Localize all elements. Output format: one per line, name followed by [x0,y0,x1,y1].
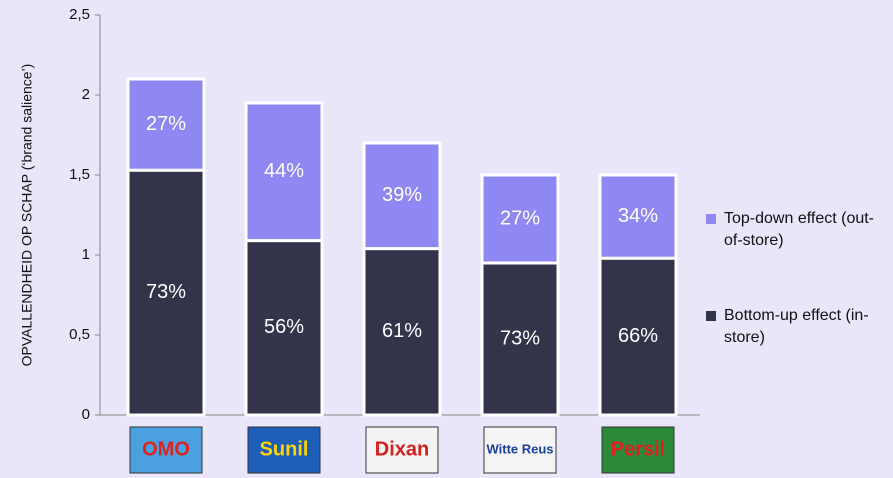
y-tick-label: 1 [82,246,90,263]
y-tick-label: 2 [82,86,90,103]
y-tick-label: 0,5 [69,326,90,343]
x-tick-label: OMO [142,438,190,460]
share-label: 27% [146,113,186,135]
y-tick-label: 0 [82,406,90,423]
legend-label: Top-down effect (out-of-store) [724,208,881,252]
share-label: 56% [264,316,304,338]
legend-swatch [706,311,716,321]
legend-swatch [706,214,716,224]
share-label: 73% [146,281,186,303]
legend-item: Top-down effect (out-of-store) [706,208,881,252]
legend-label: Bottom-up effect (in-store) [724,305,881,349]
y-tick-label: 2,5 [69,6,90,23]
x-tick-label: Dixan [375,438,429,460]
share-label: 27% [500,207,540,229]
share-label: 73% [500,327,540,349]
y-tick-label: 1,5 [69,166,90,183]
x-tick-label: Persil [611,438,665,460]
legend-item: Bottom-up effect (in-store) [706,305,881,349]
page: OPVALLENDHEID OP SCHAP (‘brand salience’… [0,0,893,478]
share-label: 44% [264,160,304,182]
x-tick-label: Sunil [260,438,309,460]
share-label: 66% [618,325,658,347]
share-label: 39% [382,184,422,206]
share-label: 61% [382,320,422,342]
x-tick-label: Witte Reus [486,441,553,456]
y-axis-title: OPVALLENDHEID OP SCHAP (‘brand salience’… [19,64,35,367]
share-label: 34% [618,205,658,227]
